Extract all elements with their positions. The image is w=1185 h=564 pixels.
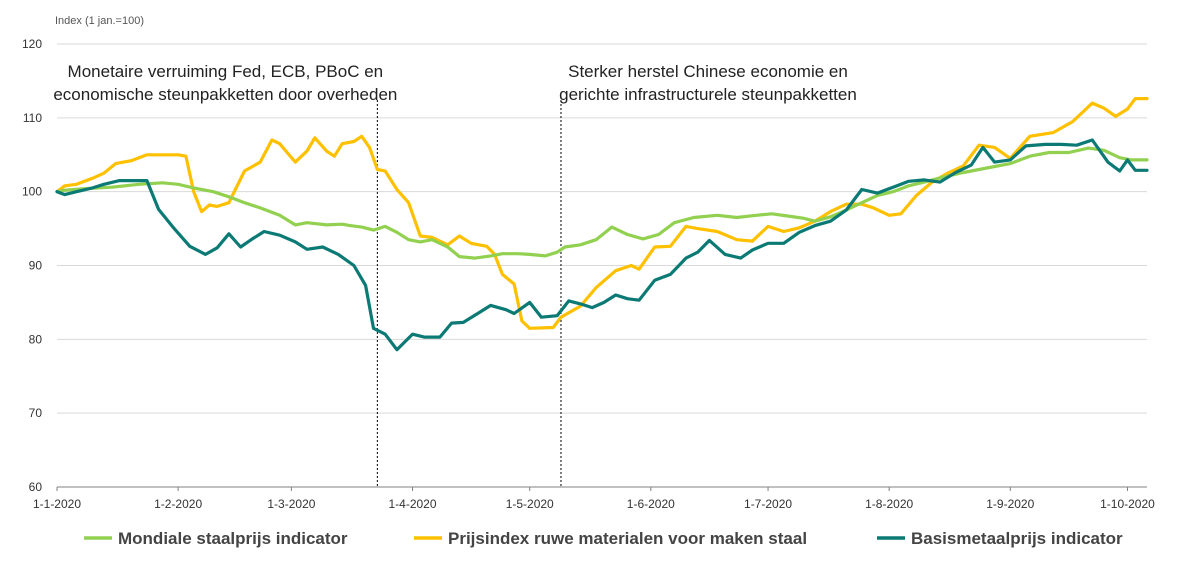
gridlines [57,43,1147,414]
x-tick-label: 1-3-2020 [267,497,315,511]
annotation-lines [376,100,562,487]
x-tick-label: 1-5-2020 [506,497,554,511]
legend-item: Prijsindex ruwe materialen voor maken st… [414,529,807,548]
y-tick-label: 60 [29,480,43,494]
y-axis-label: Index (1 jan.=100) [55,15,144,27]
series-line-2 [55,97,1149,330]
annotations: Monetaire verruiming Fed, ECB, PBoC en ec… [53,62,856,104]
x-tick-label: 1-1-2020 [33,497,81,511]
y-tick-label: 100 [22,185,42,199]
y-tick-label: 70 [29,406,43,420]
legend: Mondiale staalprijs indicator Prijsindex … [84,529,1123,548]
annotation-line-text: Sterker herstel Chinese economie en [568,62,848,81]
series-line-1 [55,146,1149,260]
x-tick-label: 1-9-2020 [986,497,1034,511]
y-tick-label: 120 [22,37,42,51]
y-axis-ticks: 60 70 80 90 100 110 120 [22,37,42,494]
annotation-text: Monetaire verruiming Fed, ECB, PBoC en ec… [53,62,397,104]
legend-label: Mondiale staalprijs indicator [118,529,348,548]
y-tick-label: 80 [29,332,43,346]
x-tick-label: 1-2-2020 [154,497,202,511]
x-tick-label: 1-6-2020 [627,497,675,511]
annotation-line-text: gerichte infrastructurele steunpakketten [559,85,857,104]
series-line-3 [55,138,1149,352]
x-tick-label: 1-10-2020 [1100,497,1155,511]
annotation-line-text: Monetaire verruiming Fed, ECB, PBoC en [68,62,384,81]
legend-item: Basismetaalprijs indicator [877,529,1123,548]
legend-item: Mondiale staalprijs indicator [84,529,348,548]
x-tick-label: 1-7-2020 [744,497,792,511]
x-tick-label: 1-4-2020 [388,497,436,511]
legend-label: Basismetaalprijs indicator [911,529,1123,548]
x-tick-label: 1-8-2020 [865,497,913,511]
annotation-text: Sterker herstel Chinese economie en geric… [559,62,857,104]
y-tick-label: 90 [29,259,43,273]
series-lines [55,97,1149,352]
y-tick-label: 110 [23,111,42,125]
annotation-line-text: economische steunpakketten door overhede… [53,85,397,104]
x-axis-ticks: 1-1-2020 1-2-2020 1-3-2020 1-4-2020 1-5-2020… [33,487,1155,511]
legend-label: Prijsindex ruwe materialen voor maken st… [448,529,807,548]
